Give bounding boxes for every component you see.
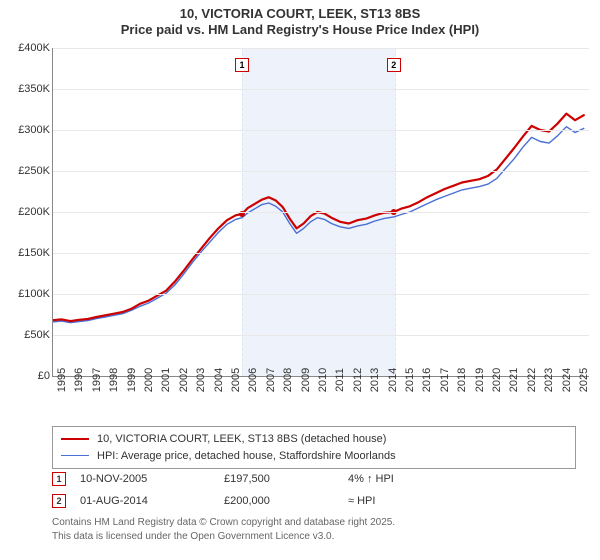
chart-title-block: 10, VICTORIA COURT, LEEK, ST13 8BS Price…: [0, 0, 600, 39]
x-tick-label: 2006: [247, 368, 259, 392]
title-address: 10, VICTORIA COURT, LEEK, ST13 8BS: [0, 6, 600, 22]
x-tick-label: 2013: [369, 368, 381, 392]
sale-price: £200,000: [224, 495, 334, 507]
y-tick-label: £400K: [8, 42, 50, 54]
legend-swatch-property: [61, 438, 89, 440]
sale-delta: ≈ HPI: [348, 495, 572, 507]
x-tick-label: 2022: [526, 368, 538, 392]
title-subtitle: Price paid vs. HM Land Registry's House …: [0, 22, 600, 38]
x-tick-label: 2002: [178, 368, 190, 392]
y-tick-label: £250K: [8, 165, 50, 177]
x-tick-label: 1997: [91, 368, 103, 392]
plot-area: 12: [52, 48, 589, 377]
x-tick-label: 2003: [195, 368, 207, 392]
legend-box: 10, VICTORIA COURT, LEEK, ST13 8BS (deta…: [52, 426, 576, 469]
x-tick-label: 2001: [160, 368, 172, 392]
sale-delta: 4% ↑ HPI: [348, 473, 572, 485]
sale-date: 01-AUG-2014: [80, 495, 210, 507]
x-tick-label: 2024: [561, 368, 573, 392]
legend-label-hpi: HPI: Average price, detached house, Staf…: [97, 448, 396, 465]
gridline: [53, 335, 589, 336]
x-tick-label: 2015: [404, 368, 416, 392]
sale-row: 2 01-AUG-2014 £200,000 ≈ HPI: [52, 490, 572, 512]
x-tick-label: 2014: [387, 368, 399, 392]
x-tick-label: 2011: [334, 368, 346, 392]
x-tick-label: 2007: [265, 368, 277, 392]
x-tick-label: 2021: [508, 368, 520, 392]
x-tick-label: 2020: [491, 368, 503, 392]
gridline: [53, 48, 589, 49]
gridline: [53, 89, 589, 90]
sale-date: 10-NOV-2005: [80, 473, 210, 485]
x-tick-label: 2018: [456, 368, 468, 392]
sale-rows: 1 10-NOV-2005 £197,500 4% ↑ HPI 2 01-AUG…: [52, 468, 572, 512]
x-tick-label: 2019: [474, 368, 486, 392]
gridline: [53, 212, 589, 213]
gridline: [53, 253, 589, 254]
chart-container: 12 £0£50K£100K£150K£200K£250K£300K£350K£…: [8, 44, 592, 420]
sale-marker-icon: 1: [52, 472, 66, 486]
gridline: [53, 130, 589, 131]
y-tick-label: £200K: [8, 206, 50, 218]
x-tick-label: 2008: [282, 368, 294, 392]
y-tick-label: £50K: [8, 329, 50, 341]
x-tick-label: 2004: [213, 368, 225, 392]
x-tick-label: 2012: [352, 368, 364, 392]
legend-row: 10, VICTORIA COURT, LEEK, ST13 8BS (deta…: [61, 431, 567, 448]
legend-swatch-hpi: [61, 455, 89, 456]
y-tick-label: £300K: [8, 124, 50, 136]
x-tick-label: 2010: [317, 368, 329, 392]
sale-price: £197,500: [224, 473, 334, 485]
x-tick-label: 2000: [143, 368, 155, 392]
x-tick-label: 2005: [230, 368, 242, 392]
x-tick-label: 1999: [126, 368, 138, 392]
footer-line1: Contains HM Land Registry data © Crown c…: [52, 516, 572, 530]
sale-marker-box: 2: [387, 58, 401, 72]
x-tick-label: 2017: [439, 368, 451, 392]
x-tick-label: 1996: [73, 368, 85, 392]
sale-marker-icon: 2: [52, 494, 66, 508]
gridline: [53, 294, 589, 295]
gridline: [53, 171, 589, 172]
y-tick-label: £100K: [8, 288, 50, 300]
y-tick-label: £0: [8, 370, 50, 382]
legend-label-property: 10, VICTORIA COURT, LEEK, ST13 8BS (deta…: [97, 431, 386, 448]
x-tick-label: 2023: [543, 368, 555, 392]
y-tick-label: £150K: [8, 247, 50, 259]
x-tick-label: 2025: [578, 368, 590, 392]
sale-marker-box: 1: [235, 58, 249, 72]
x-tick-label: 1998: [108, 368, 120, 392]
legend-row: HPI: Average price, detached house, Staf…: [61, 448, 567, 465]
footer-line2: This data is licensed under the Open Gov…: [52, 530, 572, 544]
sale-row: 1 10-NOV-2005 £197,500 4% ↑ HPI: [52, 468, 572, 490]
footer-attribution: Contains HM Land Registry data © Crown c…: [52, 516, 572, 543]
x-tick-label: 1995: [56, 368, 68, 392]
x-tick-label: 2016: [421, 368, 433, 392]
y-tick-label: £350K: [8, 83, 50, 95]
x-tick-label: 2009: [300, 368, 312, 392]
